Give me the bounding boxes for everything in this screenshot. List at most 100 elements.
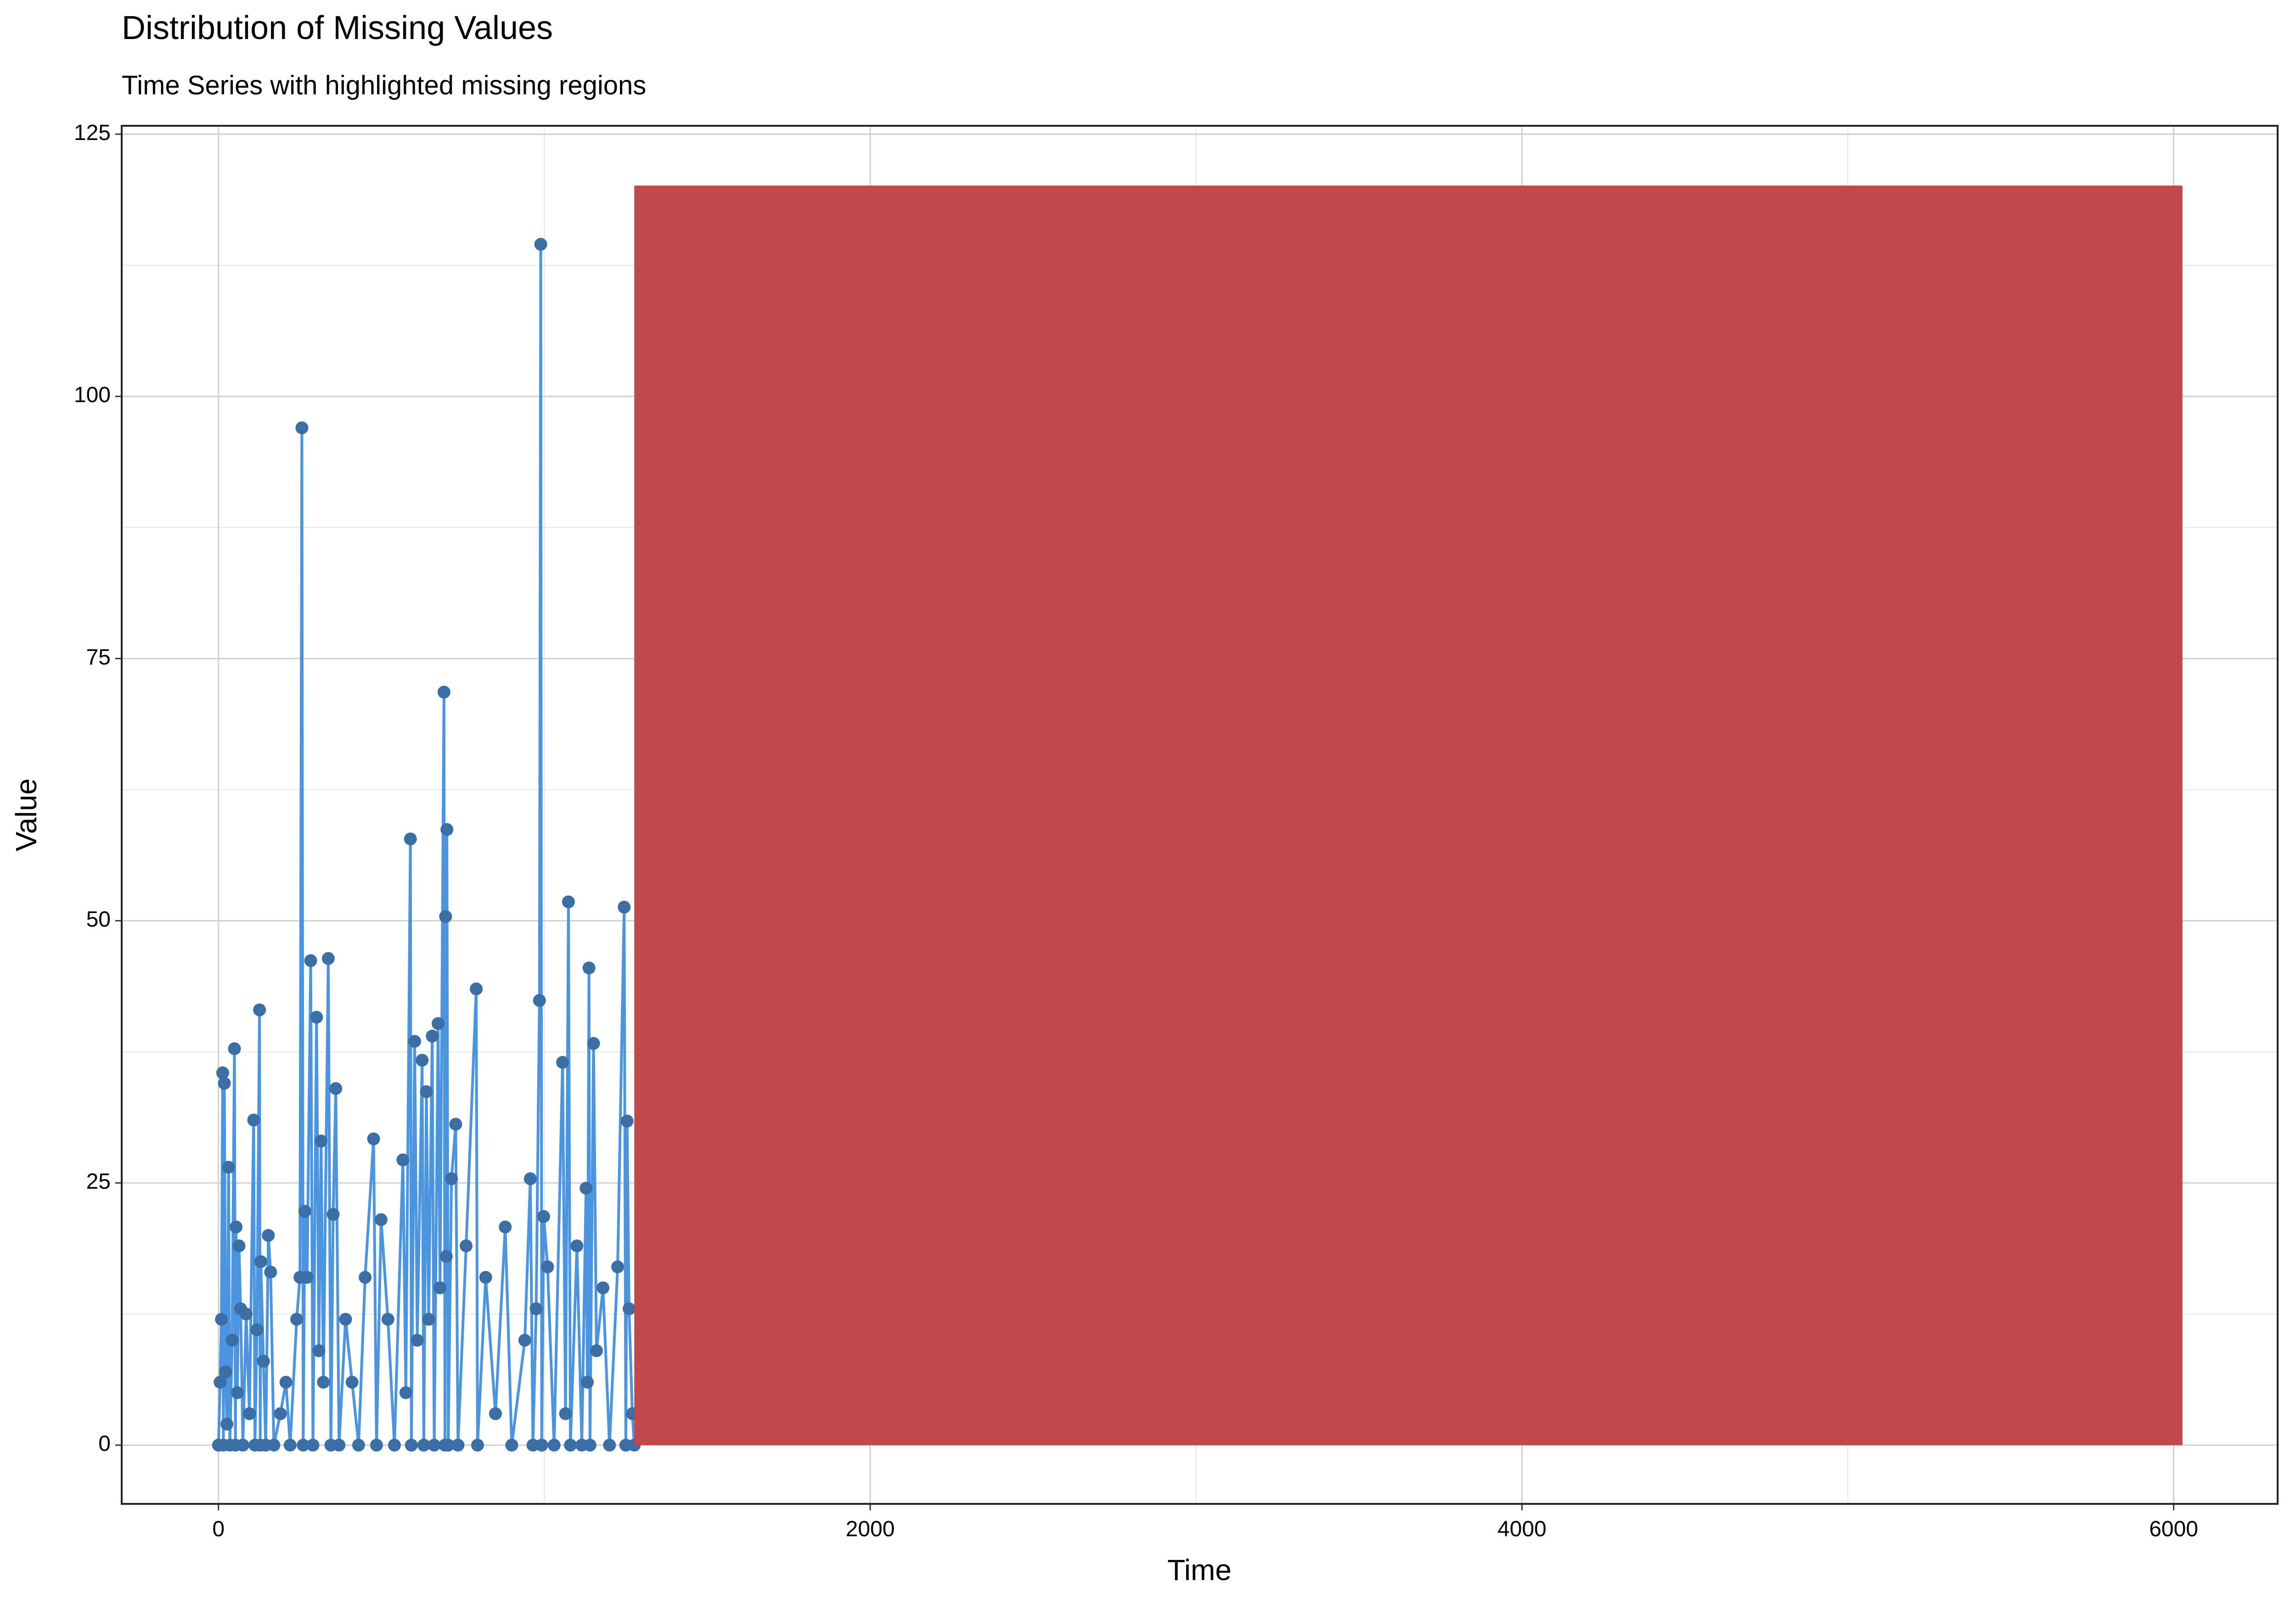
data-point (220, 1418, 234, 1431)
y-tick-label: 25 (86, 1170, 111, 1194)
data-point (254, 1255, 268, 1268)
y-tick-label: 125 (74, 121, 111, 145)
data-point (622, 1302, 636, 1316)
data-point (279, 1375, 293, 1389)
data-point (247, 1113, 260, 1127)
data-point (262, 1229, 275, 1242)
data-point (315, 1134, 328, 1148)
data-point (381, 1312, 394, 1326)
data-point (442, 1439, 455, 1452)
data-point (236, 1439, 249, 1452)
data-point (541, 1260, 554, 1273)
data-point (470, 982, 483, 996)
data-point (437, 685, 450, 699)
x-axis-title: Time (1167, 1553, 1232, 1587)
missing-region (634, 185, 2183, 1446)
data-point (300, 1271, 314, 1284)
y-tick-label: 0 (98, 1432, 111, 1456)
data-point (590, 1344, 603, 1357)
data-point (499, 1220, 512, 1233)
x-tick-label: 6000 (2149, 1517, 2198, 1542)
data-point (329, 1082, 343, 1095)
data-point (417, 1439, 430, 1452)
data-point (404, 832, 417, 846)
data-point (345, 1375, 359, 1389)
y-tick-label: 50 (86, 907, 111, 931)
data-point (359, 1271, 372, 1284)
data-point (370, 1439, 383, 1452)
data-point (559, 1407, 572, 1420)
data-point (597, 1281, 610, 1295)
data-point (471, 1439, 484, 1452)
data-point (274, 1407, 287, 1420)
data-point (388, 1439, 401, 1452)
data-point (537, 1210, 550, 1223)
data-point (587, 1037, 600, 1050)
data-point (535, 1439, 548, 1452)
data-point (267, 1439, 281, 1452)
data-point (317, 1375, 330, 1389)
data-point (310, 1010, 323, 1024)
data-point (505, 1439, 518, 1452)
plot-border (121, 125, 2279, 1505)
data-point (440, 823, 454, 836)
data-point (489, 1407, 502, 1420)
data-point (426, 1030, 439, 1043)
data-point (529, 1302, 543, 1316)
y-tick-label: 75 (86, 645, 111, 669)
data-point (432, 1017, 445, 1030)
data-point (222, 1160, 235, 1174)
data-point (218, 1076, 231, 1090)
data-point (250, 1323, 264, 1336)
data-point (339, 1312, 352, 1326)
data-point (290, 1312, 304, 1326)
data-point (582, 961, 596, 975)
data-point (445, 1172, 458, 1185)
data-point (295, 421, 309, 434)
data-point (374, 1213, 388, 1226)
data-point (479, 1271, 492, 1284)
data-point (611, 1260, 625, 1273)
data-point (312, 1344, 326, 1357)
y-tick-label: 100 (74, 383, 111, 407)
data-point (332, 1439, 346, 1452)
data-point (219, 1365, 232, 1379)
data-point (264, 1266, 277, 1279)
data-point (405, 1439, 418, 1452)
data-point (428, 1439, 441, 1452)
data-point (321, 952, 335, 965)
data-point (297, 1439, 310, 1452)
data-point (408, 1035, 421, 1048)
data-point (399, 1386, 412, 1399)
data-point (253, 1003, 266, 1016)
data-point (433, 1281, 447, 1295)
data-point (439, 1250, 453, 1263)
data-point (214, 1375, 227, 1389)
data-point (228, 1042, 241, 1055)
data-point (620, 1115, 634, 1128)
data-point (570, 1239, 584, 1252)
chart-title: Distribution of Missing Values (122, 10, 553, 46)
data-point (533, 994, 546, 1007)
data-point (449, 1117, 462, 1131)
data-point (581, 1375, 594, 1389)
data-point (243, 1407, 256, 1420)
data-point (240, 1307, 253, 1321)
data-point (618, 901, 631, 914)
data-point (216, 1066, 229, 1080)
data-point (232, 1239, 246, 1252)
data-point (523, 1172, 537, 1185)
data-point (518, 1334, 531, 1347)
y-axis-title: Value (10, 779, 43, 852)
data-point (352, 1439, 365, 1452)
data-point (298, 1205, 311, 1218)
data-point (422, 1312, 435, 1326)
data-point (562, 895, 575, 908)
data-point (367, 1132, 380, 1145)
data-point (603, 1439, 616, 1452)
data-point (215, 1312, 228, 1326)
data-point (411, 1334, 424, 1347)
data-point (283, 1439, 297, 1452)
chart-subtitle: Time Series with highlighted missing reg… (122, 70, 646, 100)
